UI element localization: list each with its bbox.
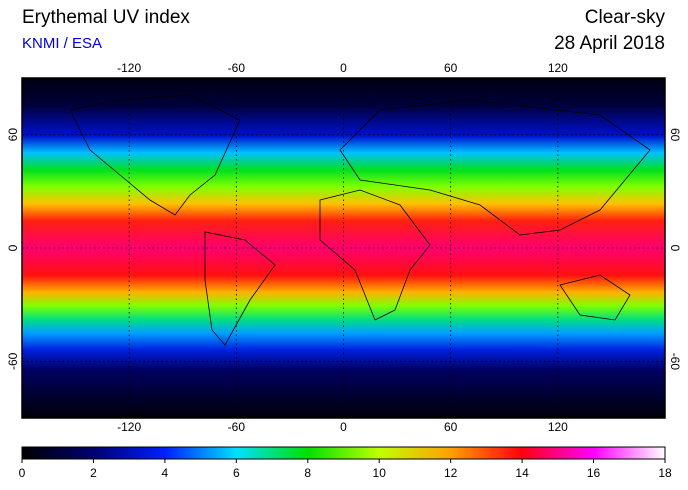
colorbar-tick-label: 16 xyxy=(587,466,601,480)
colorbar-tick-label: 12 xyxy=(444,466,458,480)
subtitle: KNMI / ESA xyxy=(22,35,102,52)
x-tick-label-top: -120 xyxy=(117,61,141,75)
colorbar-tick-label: 8 xyxy=(304,466,311,480)
x-tick-label-bottom: 120 xyxy=(548,420,568,434)
colorbar-tick-label: 2 xyxy=(90,466,97,480)
colorbar-tick-label: 6 xyxy=(233,466,240,480)
x-tick-label-top: 60 xyxy=(444,61,458,75)
colorbar-tick-label: 4 xyxy=(162,466,169,480)
y-tick-label-left: 0 xyxy=(6,244,20,251)
x-tick-label-top: 120 xyxy=(548,61,568,75)
title: Erythemal UV index xyxy=(22,7,190,28)
y-tick-label-left: -60 xyxy=(6,352,20,370)
y-tick-label-right: 60 xyxy=(668,128,682,142)
colorbar-tick-label: 10 xyxy=(373,466,387,480)
colorbar-tick-label: 0 xyxy=(19,466,26,480)
colorbar-tick-label: 18 xyxy=(658,466,672,480)
coastlines xyxy=(69,94,651,346)
x-tick-label-top: 0 xyxy=(340,61,347,75)
y-tick-label-right: -60 xyxy=(668,353,682,371)
mode-label: Clear-sky xyxy=(585,7,666,28)
x-tick-label-bottom: -60 xyxy=(228,420,246,434)
x-tick-label-top: -60 xyxy=(228,61,246,75)
y-tick-label-right: 0 xyxy=(668,245,682,252)
date-label: 28 April 2018 xyxy=(554,33,665,54)
x-tick-label-bottom: -120 xyxy=(117,420,141,434)
colorbar xyxy=(21,446,666,460)
y-tick-label-left: 60 xyxy=(6,128,20,142)
map-frame xyxy=(21,77,666,419)
x-tick-label-bottom: 60 xyxy=(444,420,458,434)
colorbar-tick-label: 14 xyxy=(515,466,529,480)
x-tick-label-bottom: 0 xyxy=(340,420,347,434)
